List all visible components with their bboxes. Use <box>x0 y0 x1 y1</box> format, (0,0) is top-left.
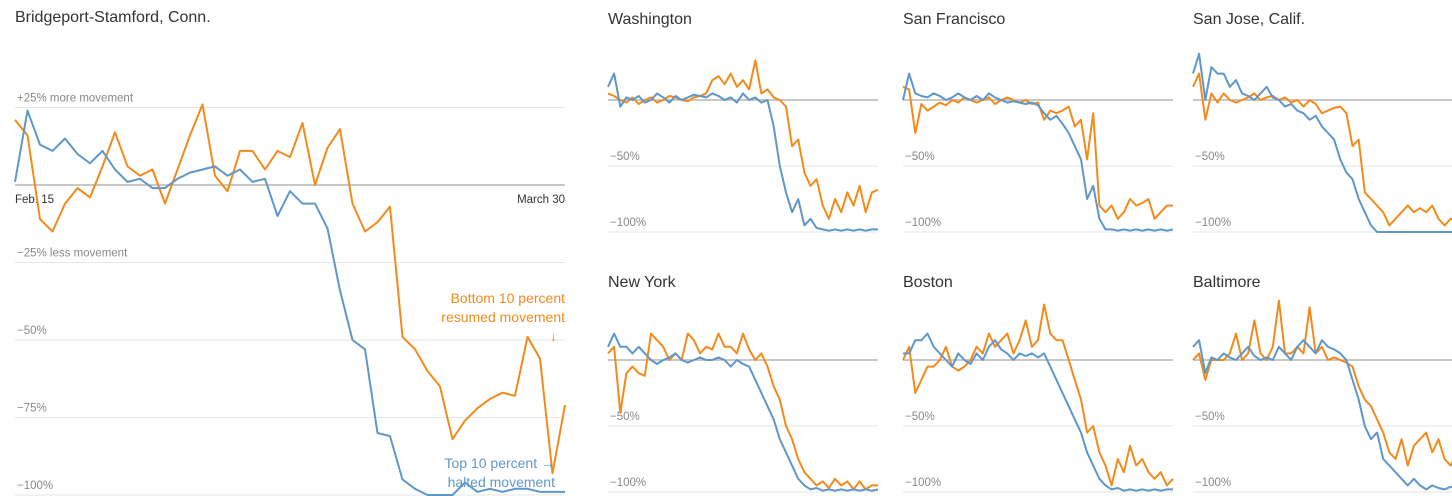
y-tick-label: −100% <box>905 477 941 489</box>
series-line <box>903 332 1173 492</box>
series-line <box>14 103 566 475</box>
annotation: Top 10 percent → <box>444 455 555 471</box>
y-tick-label: −75% <box>17 403 47 415</box>
chart-title: Boston <box>903 274 953 291</box>
series-line <box>902 72 1174 232</box>
annotation: halted movement <box>448 474 556 490</box>
y-tick-label: −100% <box>610 477 646 489</box>
annotation: resumed movement <box>441 309 565 325</box>
annotation: Bottom 10 percent <box>451 290 566 306</box>
series-line <box>1192 72 1452 227</box>
series-line <box>607 59 879 220</box>
series-line <box>607 332 878 491</box>
chart-title: San Jose, Calif. <box>1193 11 1305 28</box>
y-tick-label: −100% <box>905 217 941 229</box>
y-tick-label: +25% more movement <box>17 93 134 105</box>
chart-title: Baltimore <box>1193 274 1261 291</box>
chart-title: Washington <box>608 11 692 28</box>
y-tick-label: −50% <box>17 325 47 337</box>
series-line <box>902 303 1174 487</box>
series-line <box>14 109 565 496</box>
series-line <box>607 72 878 232</box>
chart-title: San Francisco <box>903 11 1005 28</box>
y-tick-label: −100% <box>1195 477 1231 489</box>
x-tick-label: March 30 <box>517 194 565 206</box>
chart-title: New York <box>608 274 677 291</box>
annotation: ↓ <box>550 328 557 344</box>
y-tick-label: −50% <box>905 411 935 423</box>
y-tick-label: −50% <box>1195 151 1225 163</box>
y-tick-label: −100% <box>17 480 53 492</box>
y-tick-label: −100% <box>610 217 646 229</box>
series-line <box>607 332 879 492</box>
chart-title: Bridgeport-Stamford, Conn. <box>15 9 211 26</box>
y-tick-label: −25% less movement <box>17 248 128 260</box>
y-tick-label: −50% <box>1195 411 1225 423</box>
series-line <box>1192 299 1452 467</box>
series-line <box>1192 52 1452 233</box>
y-tick-label: −50% <box>905 151 935 163</box>
y-tick-label: −50% <box>610 411 640 423</box>
y-tick-label: −100% <box>1195 217 1231 229</box>
x-tick-label: Feb. 15 <box>15 194 54 206</box>
series-line <box>1192 339 1452 491</box>
series-line <box>902 85 1173 220</box>
y-tick-label: −50% <box>610 151 640 163</box>
